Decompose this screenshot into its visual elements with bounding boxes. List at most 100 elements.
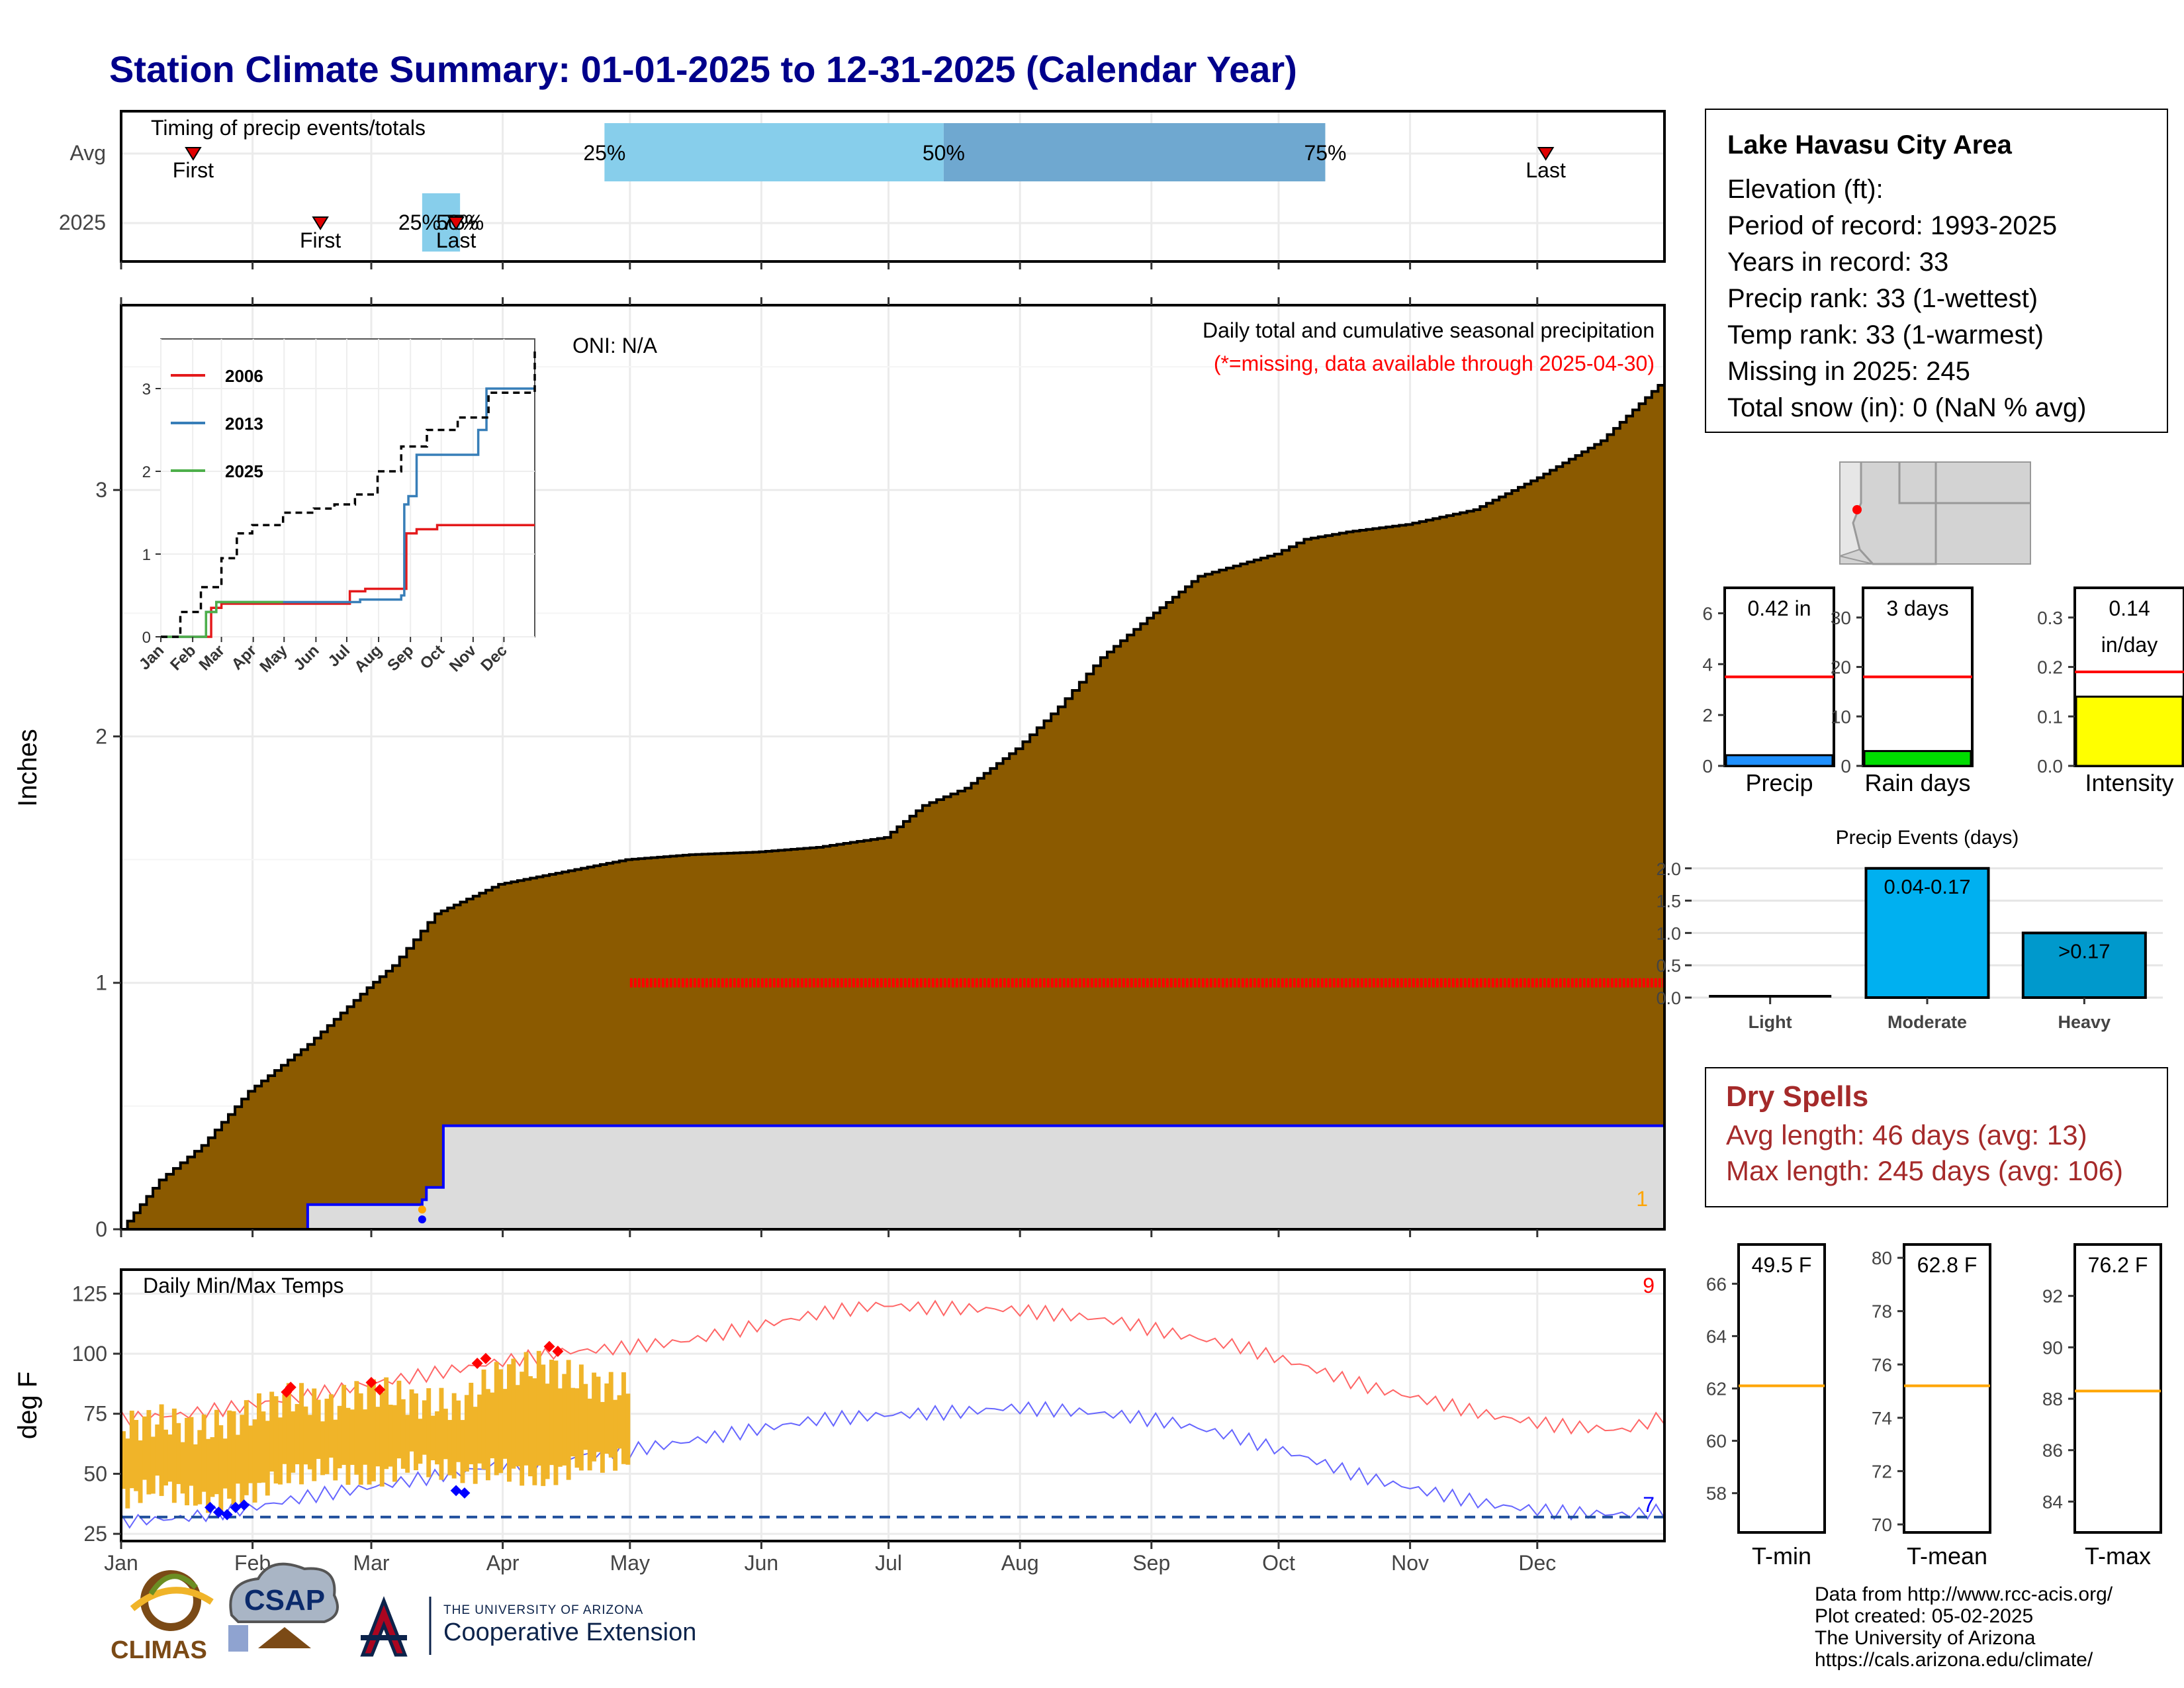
timing-row-2025: 2025 <box>59 211 106 234</box>
temp-panel-y-tick-label: 60 <box>1706 1431 1727 1452</box>
temp-2025-range-bar <box>418 1419 423 1464</box>
precip-corner-count: 1 <box>1636 1187 1648 1211</box>
temp-2025-range-bar <box>197 1430 203 1505</box>
small-panel-value-unit: in/day <box>2101 633 2158 657</box>
events-bar-moderate <box>1864 867 1990 1000</box>
temp-2025-range-bar <box>273 1396 279 1484</box>
temp-2025-range-bar <box>155 1424 160 1476</box>
page-title: Station Climate Summary: 01-01-2025 to 1… <box>109 48 1297 90</box>
csap-logo: CSAP <box>228 1562 339 1652</box>
temp-x-tick-label: Jun <box>745 1551 779 1575</box>
temp-x-tick-label: Sep <box>1132 1551 1170 1575</box>
small-panel-y-tick-label: 0 <box>1702 756 1713 776</box>
temp-2025-range-bar <box>451 1393 457 1479</box>
temp-panel-y-tick-label: 74 <box>1872 1408 1892 1429</box>
temp-2025-range-bar <box>562 1374 567 1466</box>
events-y-tick-label: 1.0 <box>1656 923 1681 943</box>
temp-2025-range-bar <box>167 1434 173 1482</box>
temp-2025-range-bar <box>121 1431 126 1489</box>
station-marker <box>1852 505 1862 514</box>
temp-2025-range-bar <box>502 1389 508 1459</box>
precip-y-tick-label: 1 <box>95 971 107 995</box>
inset-y-tick-label: 0 <box>142 629 151 647</box>
temp-2025-range-bar <box>312 1388 317 1481</box>
climas-logo: CLIMAS <box>111 1570 214 1664</box>
temp-2025-range-bar <box>193 1444 198 1506</box>
temp-2025-range-bar <box>185 1417 190 1505</box>
temp-2025-range-bar <box>604 1383 610 1454</box>
temp-2025-range-bar <box>456 1400 461 1462</box>
small-panel-value: 3 days <box>1886 596 1948 620</box>
temp-x-tick-label: Aug <box>1001 1551 1039 1575</box>
temp-2025-range-bar <box>291 1411 296 1473</box>
temp-2025-range-bar <box>596 1376 601 1452</box>
temp-2025-range-bar <box>574 1388 580 1468</box>
temp-2025-range-bar <box>159 1404 164 1496</box>
temp-2025-range-bar <box>460 1420 465 1483</box>
events-y-tick-label: 0.0 <box>1656 988 1681 1008</box>
temp-2025-range-bar <box>341 1385 347 1465</box>
temp-avg-min-line <box>120 1401 1665 1529</box>
temp-2025-range-bar <box>299 1383 304 1485</box>
temp-title: Daily Min/Max Temps <box>143 1274 343 1297</box>
temp-panel-y-tick-label: 72 <box>1872 1461 1892 1481</box>
temp-2025-range-bar <box>214 1409 219 1495</box>
dry-spells-avg: Avg length: 46 days (avg: 13) <box>1726 1119 2087 1150</box>
ua-logo: THE UNIVERSITY OF ARIZONA Cooperative Ex… <box>360 1596 696 1657</box>
temp-2025-range-bar <box>553 1360 559 1485</box>
temp-y-tick-label: 100 <box>72 1342 107 1366</box>
temp-2025-range-bar <box>528 1376 533 1477</box>
temp-2025-range-bar <box>566 1360 571 1480</box>
temp-record-high-marker <box>374 1383 386 1395</box>
temp-2025-range-bar <box>409 1389 414 1452</box>
timing-avg-last-marker <box>1537 147 1555 161</box>
small-panel-value: 0.42 in <box>1747 596 1811 620</box>
temp-2025-range-bar <box>549 1360 554 1466</box>
inset-legend-label: 2006 <box>225 366 263 386</box>
temp-panel-frame <box>1903 1243 1991 1534</box>
inset-line-2025 <box>161 600 283 638</box>
temp-panel-y-tick-label: 70 <box>1872 1515 1892 1535</box>
temp-2025-range-bar <box>583 1383 588 1450</box>
timing-2025-last-marker <box>447 216 465 230</box>
ua-logo-top: THE UNIVERSITY OF ARIZONA <box>443 1603 643 1617</box>
temp-2025-range-bar <box>469 1382 474 1465</box>
temp-2025-range-bar <box>248 1425 253 1483</box>
temp-2025-range-bar <box>257 1393 261 1483</box>
timing-2025-p25: 25% <box>398 211 441 234</box>
temp-2025-range-bar <box>129 1411 134 1489</box>
events-y-tick-label: 1.5 <box>1656 892 1681 912</box>
small-panel-intensity: 0.0 0.1 0.2 0.3 0.14 in/day Intensity <box>2037 586 2184 796</box>
precip-y-tick-label: 2 <box>95 724 107 748</box>
events-x-tick-label: Light <box>1749 1012 1792 1032</box>
temp-2025-range-bar <box>227 1410 232 1499</box>
temp-panel-y-tick-label: 92 <box>2042 1286 2063 1307</box>
precip-2025-area <box>121 1124 1666 1231</box>
temp-panel-t-min: 58 60 62 64 66 49.5 F T-min <box>1706 1243 1826 1570</box>
temp-record-high-marker <box>480 1352 492 1364</box>
temp-y-tick-label: 25 <box>83 1522 107 1546</box>
temp-record-low-marker <box>459 1487 471 1499</box>
small-panel-value: 0.14 <box>2109 596 2150 620</box>
events-bar-label: 0.04-0.17 <box>1884 875 1971 898</box>
inset-legend-label: 2013 <box>225 414 263 434</box>
oni-label: ONI: N/A <box>572 334 658 357</box>
temp-2025-range-bar <box>464 1395 469 1472</box>
temp-2025-range-bar <box>252 1419 257 1503</box>
temp-panel-y-tick-label: 66 <box>1706 1274 1727 1294</box>
temp-panel-label: T-min <box>1752 1542 1811 1570</box>
inset-y-tick-label: 2 <box>142 463 151 481</box>
temp-2025-range-bar <box>447 1420 453 1476</box>
temp-panel-label: T-max <box>2085 1542 2151 1570</box>
credits: Data from http://www.rcc-acis.org/ Plot … <box>1815 1583 2113 1671</box>
temp-panel-y-tick-label: 76 <box>1872 1354 1892 1375</box>
timing-2025-first-label: First <box>300 228 341 252</box>
temp-2025-range-bar <box>422 1400 427 1455</box>
precip-daily-point <box>418 1205 426 1214</box>
temp-2025-range-bar <box>400 1399 406 1469</box>
temp-2025-range-bar <box>358 1393 363 1485</box>
temp-2025-range-bar <box>490 1392 495 1458</box>
temp-2025-range-bar <box>439 1387 444 1480</box>
